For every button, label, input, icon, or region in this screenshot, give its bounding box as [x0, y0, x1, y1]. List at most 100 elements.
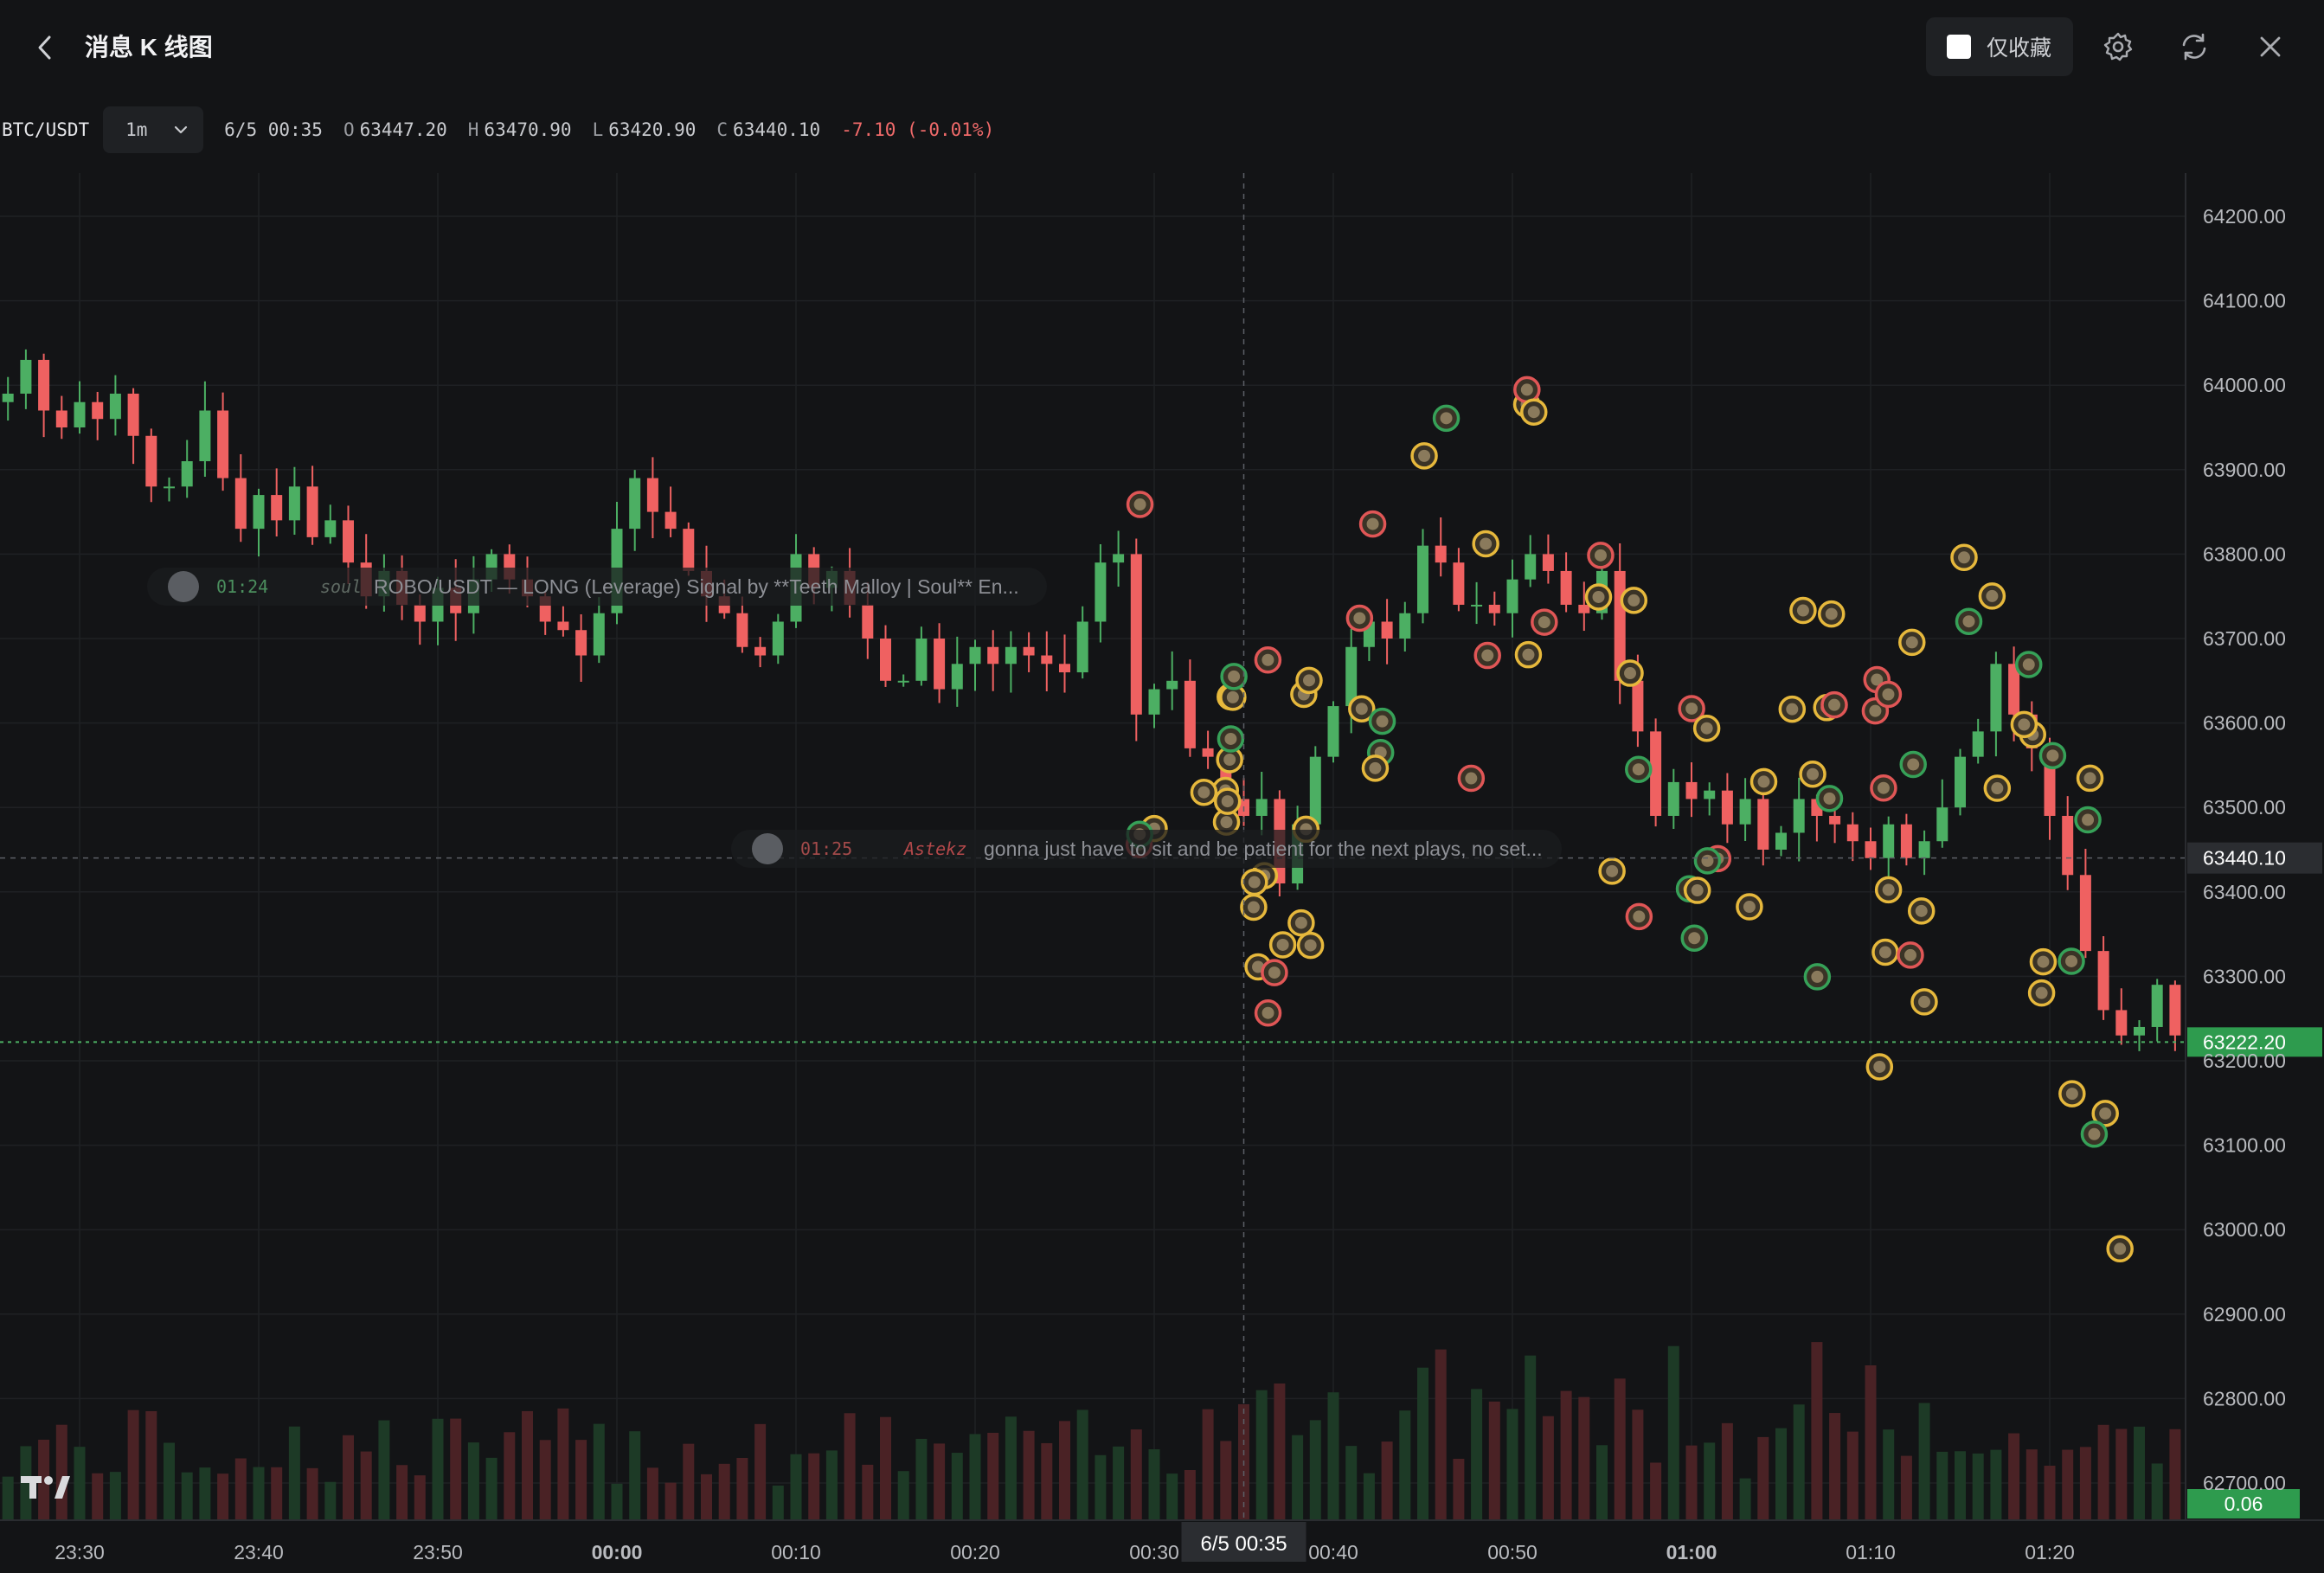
- candle-body: [181, 461, 193, 487]
- message-avatar-face: [2037, 955, 2050, 968]
- volume-bar: [915, 1438, 928, 1520]
- favorites-only-toggle[interactable]: 仅收藏: [1926, 17, 2073, 76]
- volume-bar: [862, 1464, 874, 1520]
- message-time: 01:24: [216, 576, 268, 597]
- candle-body: [1435, 545, 1447, 563]
- candle-body: [1793, 799, 1805, 833]
- message-avatar-face: [1871, 673, 1884, 686]
- candle-body: [145, 435, 157, 487]
- volume-bar: [1650, 1462, 1662, 1520]
- volume-bar: [1041, 1442, 1053, 1520]
- close-key: C: [716, 119, 729, 140]
- candle-body: [629, 478, 641, 530]
- candle-body: [1381, 621, 1393, 639]
- symbol-label: BTC/USDT: [2, 119, 90, 140]
- message-avatar-face: [1440, 412, 1453, 425]
- interval-select[interactable]: 1m: [103, 106, 204, 153]
- message-avatar-face: [1538, 616, 1550, 629]
- message-avatar-face: [1882, 688, 1895, 701]
- candle-body: [1739, 799, 1751, 825]
- volume-bar: [1900, 1455, 1912, 1520]
- volume-bar: [1685, 1445, 1698, 1520]
- candle-body: [271, 495, 283, 521]
- back-button[interactable]: [26, 26, 64, 69]
- message-avatar-face: [1633, 910, 1646, 923]
- volume-bar: [1453, 1458, 1465, 1520]
- favorites-only-checkbox[interactable]: [1947, 35, 1971, 59]
- open-number: 63447.20: [359, 119, 447, 140]
- message-time: 01:25: [800, 838, 852, 859]
- candle-body: [1883, 824, 1895, 858]
- volume-bar: [557, 1408, 569, 1520]
- message-user: soul: [320, 576, 362, 597]
- message-avatar-face: [1917, 995, 1930, 1008]
- volume-bar: [897, 1471, 909, 1520]
- message-avatar-face: [1376, 715, 1389, 728]
- close-button[interactable]: [2248, 24, 2293, 69]
- candle-body: [2062, 815, 2074, 876]
- candle-body: [1632, 680, 1644, 732]
- x-tick-label: 23:40: [234, 1541, 284, 1563]
- refresh-button[interactable]: [2172, 24, 2217, 69]
- volume-bar: [1883, 1429, 1895, 1520]
- volume-bar: [2, 1476, 14, 1520]
- candle-body: [1560, 570, 1572, 605]
- volume-bar: [1166, 1473, 1178, 1520]
- volume-bar: [1739, 1478, 1751, 1520]
- volume-bar: [217, 1473, 229, 1520]
- candle-body: [1704, 790, 1716, 799]
- candle-body: [575, 630, 587, 656]
- message-avatar-face: [1418, 449, 1431, 462]
- message-avatar-face: [1624, 667, 1637, 680]
- candle-body: [253, 495, 265, 530]
- candle-body: [1955, 756, 1966, 808]
- candle-body: [951, 664, 963, 690]
- volume-bar: [1363, 1473, 1375, 1520]
- candle-body: [199, 410, 211, 462]
- candle-body: [1309, 756, 1321, 825]
- message-avatar-face: [1481, 649, 1494, 662]
- volume-bar: [181, 1472, 193, 1520]
- volume-bar: [92, 1473, 104, 1520]
- message-avatar-face: [1262, 653, 1274, 666]
- candle-body: [2115, 1010, 2128, 1036]
- volume-bar: [1309, 1420, 1321, 1520]
- candle-body: [74, 401, 86, 427]
- candlestick-chart[interactable]: 63440.10 6/5 00:35 63222.20 0.06 01:24 soul RO…: [0, 173, 2324, 1573]
- volume-bar: [701, 1473, 712, 1520]
- y-tick-label: 64200.00: [2203, 205, 2286, 228]
- message-avatar-face: [1627, 594, 1640, 607]
- price-change: -7.10 (-0.01%): [841, 119, 995, 140]
- volume-bar: [1829, 1413, 1841, 1520]
- settings-button[interactable]: [2096, 24, 2141, 69]
- x-tick-label: 00:30: [1129, 1541, 1179, 1563]
- volume-bars: [2, 1342, 2181, 1520]
- volume-bar: [1220, 1441, 1232, 1520]
- message-avatar-face: [1226, 690, 1239, 703]
- message-bubble[interactable]: 01:24 soul ROBO/USDT — LONG (Leverage) Sig…: [147, 568, 1047, 606]
- message-avatar-face: [1823, 792, 1836, 805]
- message-avatar-face: [1743, 901, 1756, 914]
- message-avatar-face: [1480, 537, 1493, 550]
- message-bubble[interactable]: 01:25 Astekz gonna just have to sit and be…: [731, 830, 1562, 868]
- last-price-badge: [2187, 1027, 2322, 1057]
- volume-bar: [271, 1467, 283, 1520]
- candle-body: [1865, 841, 1877, 858]
- volume-bar: [2097, 1424, 2109, 1520]
- candle-body: [1202, 748, 1214, 757]
- candle-body: [880, 639, 891, 681]
- interval-value: 1m: [125, 119, 148, 140]
- message-avatar-face: [1224, 732, 1237, 745]
- message-avatar-face: [1632, 763, 1645, 776]
- candle-body: [127, 393, 139, 436]
- y-tick-label: 63200.00: [2203, 1050, 2286, 1072]
- candle-body: [1685, 781, 1698, 799]
- message-avatar-face: [1877, 781, 1890, 794]
- candle-body: [1506, 579, 1518, 613]
- message-avatar-face: [1905, 636, 1918, 649]
- volume-bar: [1972, 1453, 1984, 1520]
- volume-bar: [324, 1481, 337, 1520]
- message-avatar-face: [1303, 674, 1316, 687]
- volume-bar: [1095, 1454, 1107, 1520]
- gear-icon: [2103, 32, 2133, 61]
